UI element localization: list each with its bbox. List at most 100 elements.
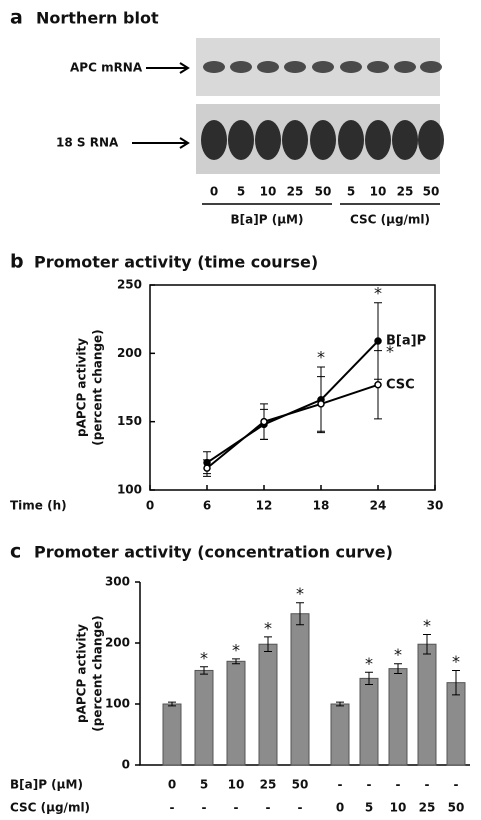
x-row-cell: 0 [168, 778, 176, 792]
bar [360, 678, 378, 765]
lane-label: 50 [315, 185, 332, 199]
significance-label: * [386, 342, 394, 361]
y-tick-label: 0 [122, 758, 130, 772]
band [392, 120, 418, 160]
x-row-cell: 5 [365, 801, 373, 815]
significance-label: * [200, 648, 208, 667]
x-row-cell: 25 [260, 778, 277, 792]
panel-label: a [10, 7, 23, 29]
significance-label: * [423, 616, 431, 635]
lane-label: 25 [287, 185, 304, 199]
band [340, 61, 362, 73]
row-label: 18 S RNA [56, 136, 119, 150]
x-row-cell: 10 [228, 778, 245, 792]
x-row-cell: - [396, 778, 401, 792]
x-row-cell: - [234, 801, 239, 815]
x-row-label: B[a]P (μM) [10, 778, 83, 792]
significance-label: * [317, 348, 325, 367]
x-tick-label: 6 [203, 499, 211, 513]
x-row-cell: 0 [336, 801, 344, 815]
x-row-cell: 10 [390, 801, 407, 815]
marker [318, 401, 324, 407]
y-axis-label: pAPCP activity [75, 624, 89, 723]
panel-label: c [10, 541, 21, 563]
marker [261, 419, 267, 425]
bar [227, 661, 245, 765]
group-label: CSC (μg/ml) [350, 213, 430, 227]
bar [163, 704, 181, 765]
bar [291, 614, 309, 765]
x-row-cell: - [425, 778, 430, 792]
marker [375, 382, 381, 388]
band [365, 120, 391, 160]
panel-title: Promoter activity (time course) [34, 253, 318, 272]
x-row-cell: - [367, 778, 372, 792]
significance-label: * [296, 584, 304, 603]
arrow [132, 63, 188, 148]
panel-title: Northern blot [36, 9, 159, 28]
band [282, 120, 308, 160]
band [394, 61, 416, 73]
x-tick-label: 12 [256, 499, 273, 513]
y-tick-label: 300 [105, 575, 130, 589]
row-label: APC mRNA [70, 61, 143, 75]
y-tick-label: 100 [117, 483, 142, 497]
panel-title: Promoter activity (concentration curve) [34, 543, 393, 562]
band [338, 120, 364, 160]
x-row-cell: 50 [292, 778, 309, 792]
bar [389, 669, 407, 765]
band [255, 120, 281, 160]
lane-label: 25 [397, 185, 414, 199]
x-axis-label: Time (h) [10, 499, 67, 513]
y-tick-label: 150 [117, 414, 142, 428]
x-row-cell: 5 [200, 778, 208, 792]
y-tick-label: 200 [117, 346, 142, 360]
band [420, 61, 442, 73]
band [284, 61, 306, 73]
x-row-cell: - [454, 778, 459, 792]
y-axis-label: pAPCP activity [75, 338, 89, 437]
x-row-cell: - [202, 801, 207, 815]
band [418, 120, 444, 160]
group-label: B[a]P (μM) [231, 213, 304, 227]
x-row-cell: 25 [419, 801, 436, 815]
x-row-cell: - [298, 801, 303, 815]
x-tick-label: 24 [370, 499, 387, 513]
lane-label: 50 [423, 185, 440, 199]
lane-label: 5 [237, 185, 245, 199]
band [257, 61, 279, 73]
marker [375, 338, 381, 344]
x-tick-label: 30 [427, 499, 444, 513]
marker [204, 465, 210, 471]
band [201, 120, 227, 160]
significance-label: * [365, 654, 373, 673]
x-row-cell: - [170, 801, 175, 815]
significance-label: * [232, 640, 240, 659]
x-row-label: CSC (μg/ml) [10, 801, 90, 815]
x-tick-label: 18 [313, 499, 330, 513]
lane-label: 10 [260, 185, 277, 199]
x-tick-label: 0 [146, 499, 154, 513]
figure: a Northern blot APC mRNA 18 S RNA B[a]P … [0, 0, 481, 820]
bar [259, 644, 277, 765]
y-tick-label: 100 [105, 697, 130, 711]
significance-label: * [374, 283, 382, 302]
series-label: CSC [386, 377, 415, 392]
y-axis-label: (percent change) [91, 329, 105, 445]
line [207, 385, 378, 468]
y-tick-label: 200 [105, 636, 130, 650]
lane-label: 10 [370, 185, 387, 199]
y-tick-label: 250 [117, 278, 142, 292]
bar [418, 644, 436, 765]
band [312, 61, 334, 73]
lane-label: 5 [347, 185, 355, 199]
band [310, 120, 336, 160]
band [230, 61, 252, 73]
x-row-cell: 50 [448, 801, 465, 815]
y-axis-label: (percent change) [91, 615, 105, 731]
bar [331, 704, 349, 765]
panel-label: b [10, 251, 24, 273]
x-row-cell: - [266, 801, 271, 815]
line [207, 341, 378, 463]
band [228, 120, 254, 160]
